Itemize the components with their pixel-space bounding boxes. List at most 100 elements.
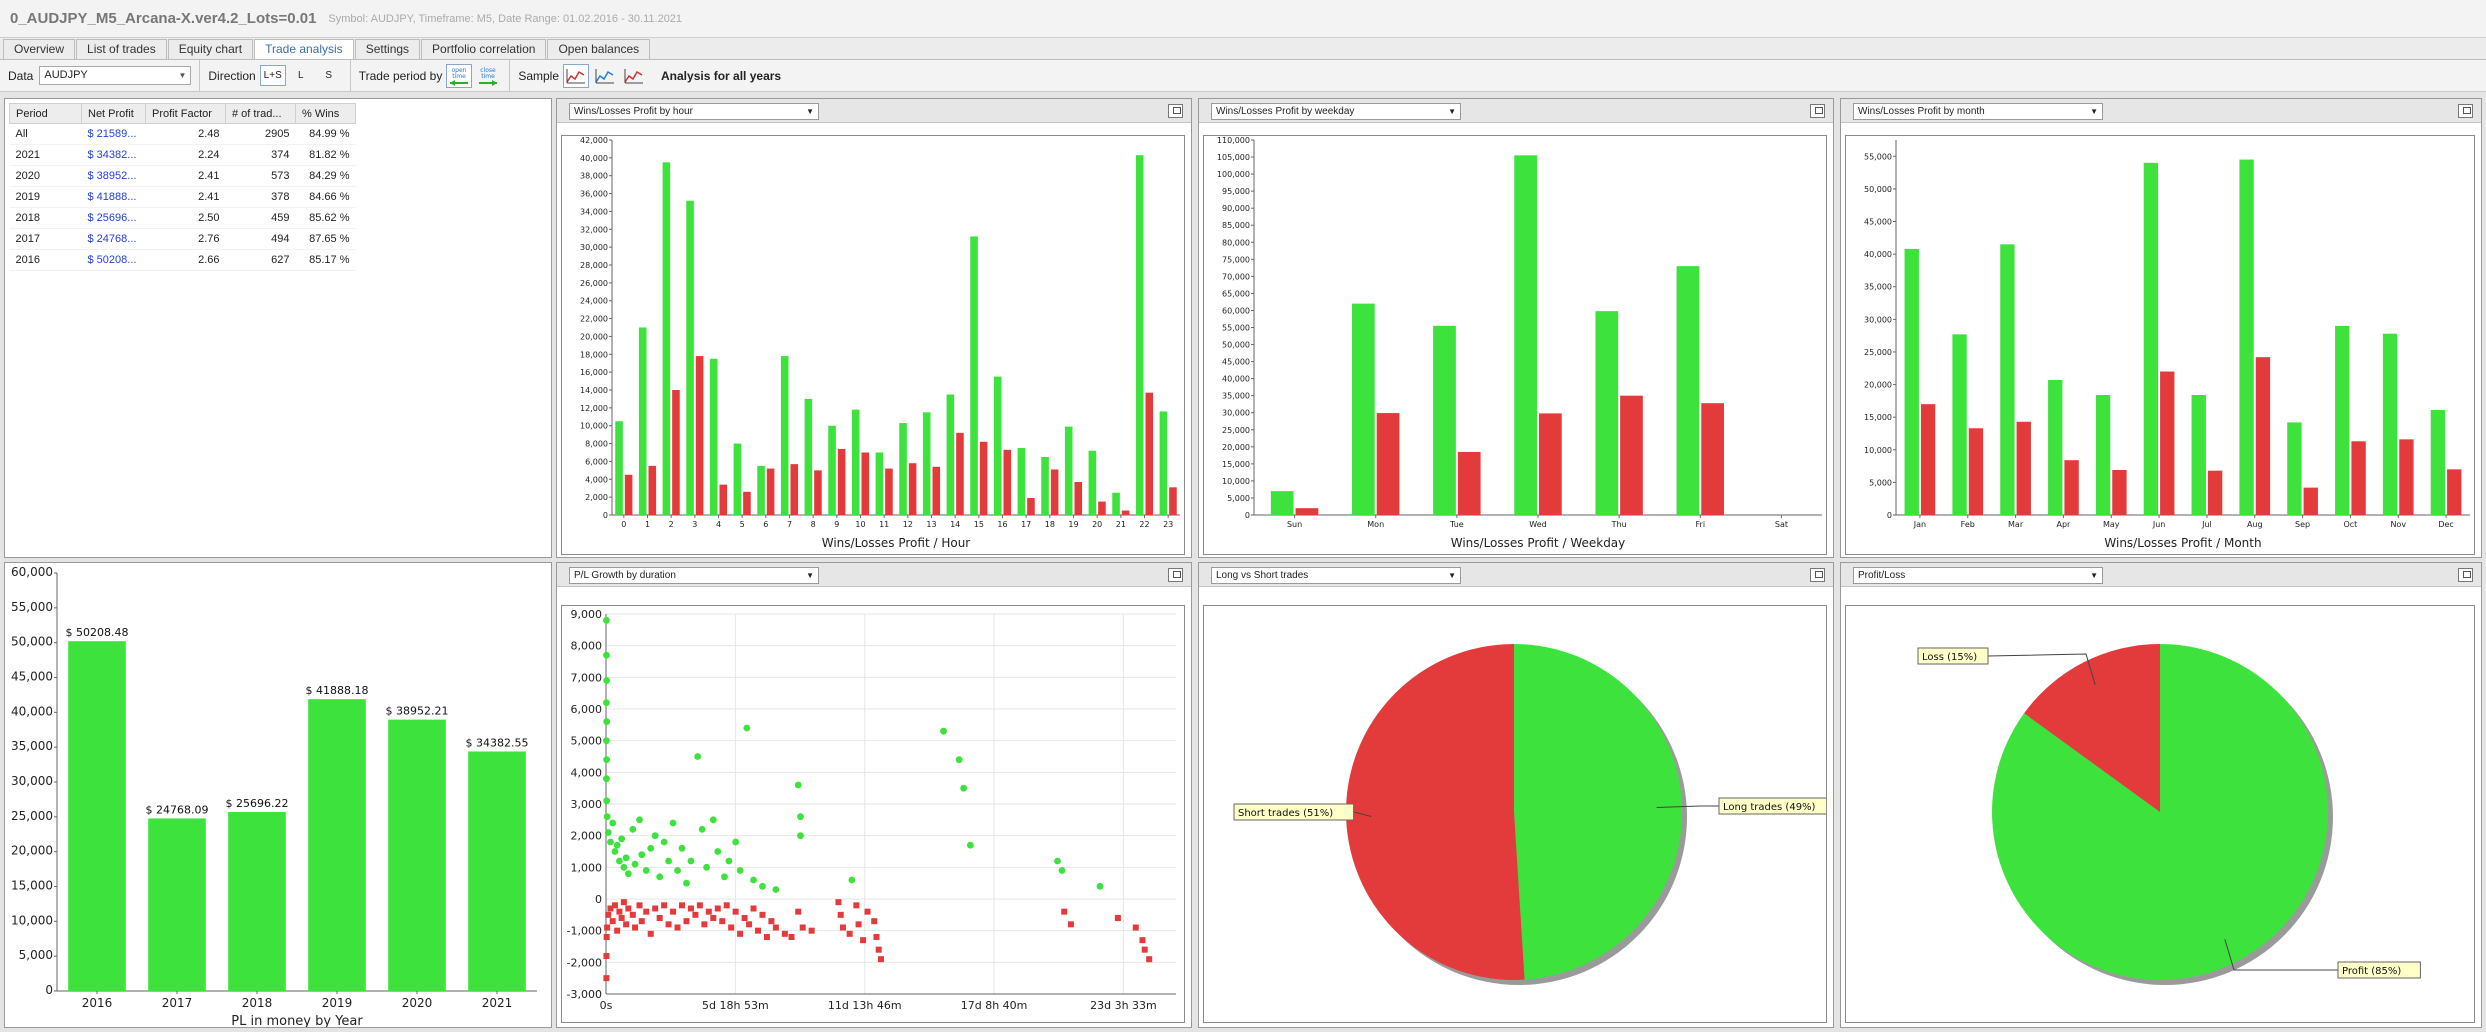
loss-bar [885,468,893,515]
y-tick-label: -1,000 [567,925,602,938]
cell-num-trades: 459 [225,207,296,229]
tab-overview[interactable]: Overview [3,39,76,59]
win-bar [875,452,884,515]
col-profit-factor[interactable]: Profit Factor [145,103,226,124]
x-tick-label: 8 [811,520,816,529]
maximize-button[interactable] [1810,104,1825,118]
y-tick-label: 20,000 [11,844,53,858]
tab-settings[interactable]: Settings [354,39,421,59]
loss-point [1146,956,1153,963]
direction-ls-button[interactable]: L+S [259,65,286,86]
maximize-button[interactable] [1168,568,1183,582]
x-tick-label: Mon [1367,520,1384,529]
win-bar [970,236,978,515]
open-time-icon: open time [450,67,469,86]
direction-s-button[interactable]: S [325,70,333,81]
loss-point [614,927,621,934]
loss-point [679,902,685,909]
tab-trade-analysis[interactable]: Trade analysis [254,39,354,59]
loss-point [701,921,708,928]
y-tick-label: 25,000 [1222,426,1250,435]
col-period[interactable]: Period [9,103,82,124]
maximize-button[interactable] [1810,568,1825,582]
table-row[interactable]: 2018 $ 25696... 2.50 459 85.62 % [9,207,356,229]
cell-profit-factor: 2.50 [145,207,226,229]
loss-bar [2207,470,2223,515]
open-time-button[interactable]: open time [446,63,473,88]
month-chart-panel: Wins/Losses Profit by month ▼ 0 5,000 10,00… [1840,98,2482,558]
win-point [611,848,619,855]
win-point [674,867,681,874]
x-tick-label: 2019 [322,996,353,1010]
win-point [687,857,695,865]
y-tick-label: 40,000 [11,704,53,718]
table-row[interactable]: 2020 $ 38952... 2.41 573 84.29 % [9,165,356,187]
sample-is-button[interactable] [592,64,618,88]
y-tick-label: 10,000 [1222,477,1250,486]
tab-open-balances[interactable]: Open balances [547,39,651,59]
data-label: $ 50208.48 [66,626,129,639]
tab-list-of-trades[interactable]: List of trades [76,39,167,59]
y-tick-label: 12,000 [580,404,608,413]
data-label: $ 34382.55 [466,736,529,749]
tab-portfolio-correlation[interactable]: Portfolio correlation [421,39,547,59]
win-bar [946,394,955,515]
x-axis-title: Wins/Losses Profit / Hour [822,536,971,550]
loss-bar [2255,357,2271,515]
x-tick-label: 15 [974,520,984,529]
table-row[interactable]: 2019 $ 41888... 2.41 378 84.66 % [9,186,356,208]
chart-type-select[interactable]: Wins/Losses Profit by month ▼ [1853,103,2103,120]
y-tick-label: 40,000 [580,154,608,163]
sample-all-button[interactable] [563,63,590,88]
y-tick-label: 30,000 [11,774,53,788]
cell-profit-factor: 2.24 [145,144,226,166]
loss-point [1132,924,1139,931]
x-tick-label: Tue [1449,520,1464,529]
maximize-button[interactable] [2458,104,2473,118]
x-tick-label: Oct [2343,520,2357,529]
chart-type-select[interactable]: P/L Growth by duration ▼ [569,567,819,584]
win-bar [780,356,789,515]
chart-type-select[interactable]: Profit/Loss ▼ [1853,567,2103,584]
chart-type-select[interactable]: Wins/Losses Profit by hour ▼ [569,103,819,120]
x-tick-label: 5 [740,520,745,529]
loss-point [674,924,681,931]
close-time-button[interactable]: close time [475,64,501,88]
cell-pct-wins: 81.82 % [295,144,356,166]
table-row[interactable]: 2021 $ 34382... 2.24 374 81.82 % [9,144,356,166]
x-tick-label: Jan [1913,520,1926,529]
col-pct-wins[interactable]: % Wins [295,103,356,124]
data-select[interactable]: AUDJPY ▼ [39,66,192,85]
loss-bar [648,465,657,515]
loss-bar [790,464,799,515]
x-tick-label: Fri [1696,520,1706,529]
data-label: $ 38952.21 [386,705,449,718]
loss-point [877,956,884,963]
table-row[interactable]: All $ 21589... 2.48 2905 84.99 % [9,123,356,145]
y-tick-label: 85,000 [1222,221,1250,230]
chart-type-select[interactable]: Wins/Losses Profit by weekday ▼ [1211,103,1461,120]
maximize-button[interactable] [2458,568,2473,582]
tab-equity-chart[interactable]: Equity chart [167,39,254,59]
maximize-button[interactable] [1168,104,1183,118]
table-row[interactable]: 2016 $ 50208... 2.66 627 85.17 % [9,249,356,271]
col-num-trades[interactable]: # of trad... [225,103,296,124]
cell-profit-factor: 2.41 [145,165,226,187]
win-bar [2287,422,2302,515]
cell-profit-factor: 2.66 [145,249,226,271]
direction-l-button[interactable]: L [297,70,304,81]
cell-pct-wins: 84.29 % [295,165,356,187]
loss-point [705,908,712,915]
loss-point [620,899,627,906]
chart-type-select[interactable]: Long vs Short trades ▼ [1211,567,1461,584]
panel-header: Wins/Losses Profit by hour ▼ [557,99,1191,123]
sample-oos-button[interactable] [621,64,647,88]
table-row[interactable]: 2017 $ 24768... 2.76 494 87.65 % [9,228,356,250]
loss-bar [719,484,728,515]
cell-period: 2018 [9,207,82,229]
col-net-profit[interactable]: Net Profit [81,103,146,124]
y-tick-label: 90,000 [1222,204,1250,213]
win-point [638,851,646,859]
loss-point [665,921,672,928]
y-tick-label: 0 [45,983,53,997]
